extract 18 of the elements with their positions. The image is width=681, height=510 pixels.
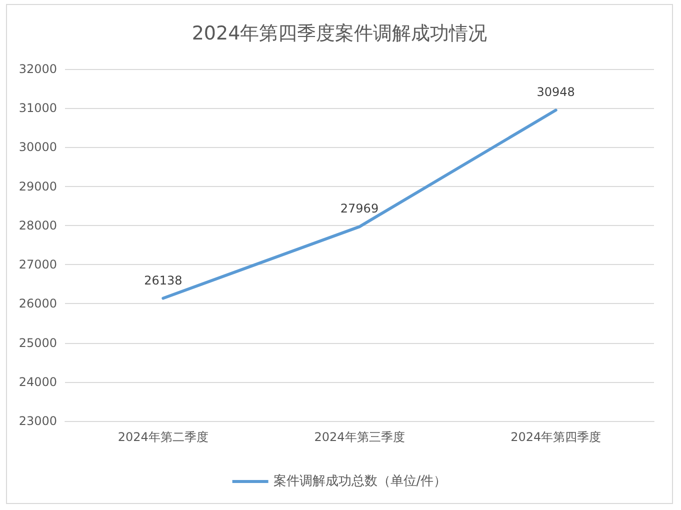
y-tick-label: 25000 (18, 336, 57, 350)
y-tick-label: 27000 (18, 258, 57, 272)
y-tick-label: 23000 (18, 414, 57, 428)
x-tick-label: 2024年第三季度 (314, 430, 405, 444)
x-tick-label: 2024年第二季度 (118, 430, 208, 444)
y-tick-label: 26000 (18, 296, 57, 311)
y-tick-label: 31000 (18, 101, 57, 116)
data-label: 26138 (144, 273, 182, 288)
legend-label: 案件调解成功总数（单位/件） (273, 473, 447, 489)
chart-title: 2024年第四季度案件调解成功情况 (192, 22, 488, 44)
y-tick-label: 30000 (18, 140, 57, 154)
x-tick-label: 2024年第四季度 (510, 430, 602, 444)
y-tick-label: 24000 (18, 374, 57, 389)
data-label: 27969 (340, 202, 379, 216)
data-label: 30948 (536, 85, 575, 100)
y-tick-label: 28000 (18, 218, 57, 232)
y-tick-label: 29000 (18, 179, 57, 194)
y-tick-label: 32000 (18, 62, 57, 76)
